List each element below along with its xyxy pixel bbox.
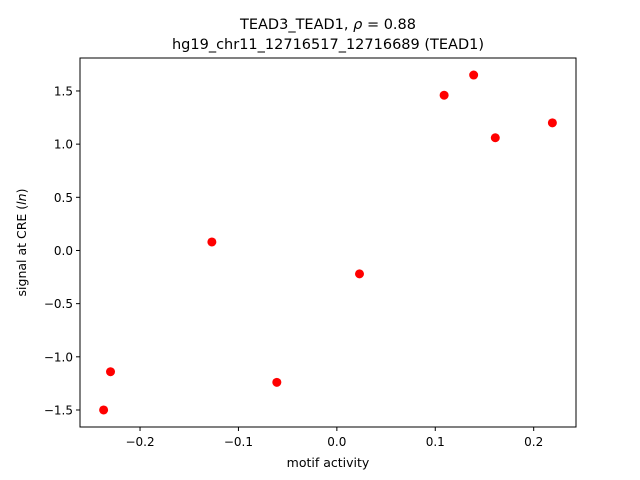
data-point <box>106 367 116 377</box>
chart-title-line2: hg19_chr11_12716517_12716689 (TEAD1) <box>172 37 484 53</box>
y-tick-label: −0.5 <box>44 297 73 311</box>
y-tick-label: 1.5 <box>54 84 73 98</box>
data-point <box>490 133 500 143</box>
y-tick-label: −1.5 <box>44 403 73 417</box>
plot-area-frame <box>79 57 577 428</box>
data-point <box>207 237 217 247</box>
x-axis-label: motif activity <box>287 455 370 470</box>
x-tick-label: −0.1 <box>224 435 253 449</box>
x-tick-label: 0.2 <box>524 435 543 449</box>
y-tick-label: −1.0 <box>44 350 73 364</box>
y-tick-label: 0.0 <box>54 244 73 258</box>
data-point <box>354 269 364 279</box>
data-point <box>99 405 109 415</box>
y-tick-label: 0.5 <box>54 191 73 205</box>
data-point <box>272 377 282 387</box>
y-tick-label: 1.0 <box>54 138 73 152</box>
x-tick-label: 0.0 <box>327 435 346 449</box>
y-axis-label: signal at CRE (ln) <box>14 189 29 297</box>
x-tick-label: 0.1 <box>426 435 445 449</box>
data-point <box>439 90 449 100</box>
x-tick-label: −0.2 <box>125 435 154 449</box>
data-point <box>469 70 479 80</box>
data-point <box>547 118 557 128</box>
chart-title-line1: TEAD3_TEAD1, ρ = 0.88 <box>239 17 416 33</box>
